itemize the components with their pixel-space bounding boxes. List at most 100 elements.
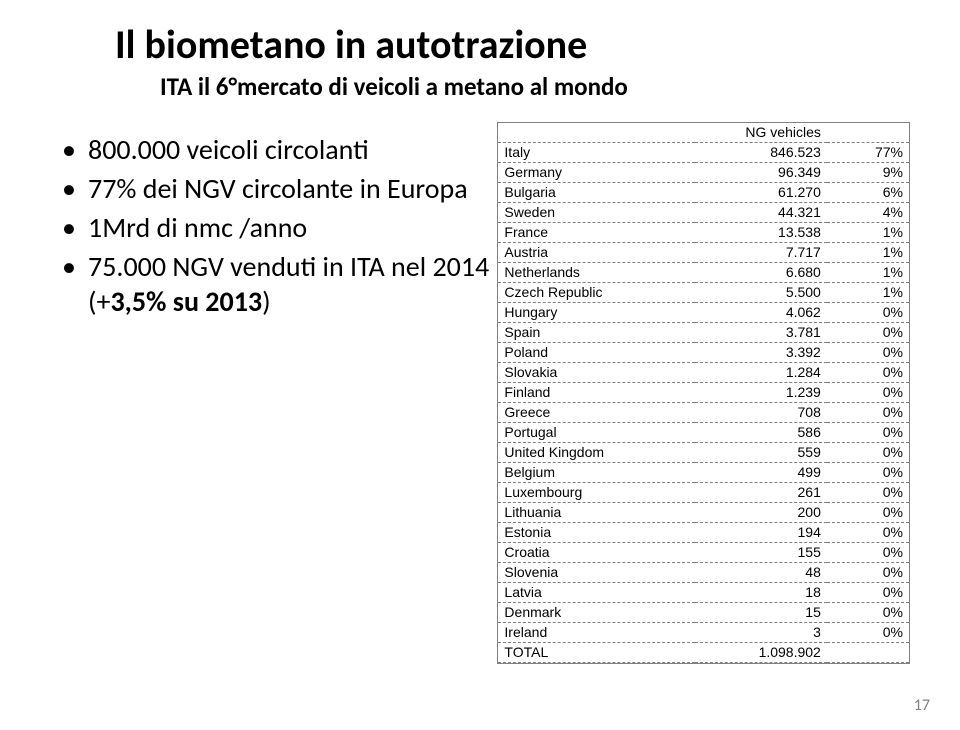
table-cell: 1% <box>827 283 909 303</box>
table-cell: 0% <box>827 403 909 423</box>
table-cell: 0% <box>827 363 909 383</box>
table-row: Sweden44.3214% <box>498 203 909 223</box>
table-row: Italy846.52377% <box>498 143 909 163</box>
table-cell: 3 <box>695 623 826 643</box>
bullet-item: 75.000 NGV venduti in ITA nel 2014 (+3,5… <box>60 249 497 319</box>
content-row: 800.000 veicoli circolanti 77% dei NGV c… <box>60 122 910 664</box>
bullet-ul: 800.000 veicoli circolanti 77% dei NGV c… <box>60 132 497 319</box>
table-cell: 155 <box>695 543 826 563</box>
ngv-table-wrap: NG vehicles Italy846.52377%Germany96.349… <box>497 122 910 664</box>
table-cell: 3.392 <box>695 343 826 363</box>
table-body: Italy846.52377%Germany96.3499%Bulgaria61… <box>498 143 909 663</box>
table-cell: 0% <box>827 603 909 623</box>
table-cell: Netherlands <box>498 263 695 283</box>
table-cell: 0% <box>827 323 909 343</box>
table-cell: Croatia <box>498 543 695 563</box>
table-cell: 18 <box>695 583 826 603</box>
table-row: Latvia180% <box>498 583 909 603</box>
table-cell: 77% <box>827 143 909 163</box>
table-row: Ireland30% <box>498 623 909 643</box>
table-cell: Estonia <box>498 523 695 543</box>
table-row: Luxembourg2610% <box>498 483 909 503</box>
table-cell: 0% <box>827 303 909 323</box>
table-row: Hungary4.0620% <box>498 303 909 323</box>
table-cell: United Kingdom <box>498 443 695 463</box>
table-cell: 1% <box>827 263 909 283</box>
bullet-item: 1Mrd di nmc /anno <box>60 210 497 245</box>
table-cell: 200 <box>695 503 826 523</box>
table-row: Denmark150% <box>498 603 909 623</box>
table-cell: Germany <box>498 163 695 183</box>
table-cell: France <box>498 223 695 243</box>
table-cell: Denmark <box>498 603 695 623</box>
table-cell: 586 <box>695 423 826 443</box>
table-cell: 0% <box>827 423 909 443</box>
bullet-list: 800.000 veicoli circolanti 77% dei NGV c… <box>60 122 497 323</box>
table-cell: Slovenia <box>498 563 695 583</box>
table-cell: 96.349 <box>695 163 826 183</box>
table-cell: 0% <box>827 563 909 583</box>
table-cell: 13.538 <box>695 223 826 243</box>
bullet-item: 800.000 veicoli circolanti <box>60 132 497 167</box>
table-row: Estonia1940% <box>498 523 909 543</box>
table-row: Belgium4990% <box>498 463 909 483</box>
table-cell: 6.680 <box>695 263 826 283</box>
bullet-item: 77% dei NGV circolante in Europa <box>60 171 497 206</box>
table-cell: 0% <box>827 523 909 543</box>
table-cell: Portugal <box>498 423 695 443</box>
slide-title: Il biometano in autotrazione <box>115 20 910 69</box>
table-cell: 0% <box>827 483 909 503</box>
table-row: Croatia1550% <box>498 543 909 563</box>
table-cell: 1% <box>827 243 909 263</box>
table-cell: 499 <box>695 463 826 483</box>
table-cell: Slovakia <box>498 363 695 383</box>
table-row: United Kingdom5590% <box>498 443 909 463</box>
table-row: Czech Republic5.5001% <box>498 283 909 303</box>
table-cell: 44.321 <box>695 203 826 223</box>
table-row: Slovenia480% <box>498 563 909 583</box>
table-cell: 194 <box>695 523 826 543</box>
table-cell: Sweden <box>498 203 695 223</box>
table-row: Austria7.7171% <box>498 243 909 263</box>
table-cell: 0% <box>827 543 909 563</box>
table-row: Portugal5860% <box>498 423 909 443</box>
table-cell: Italy <box>498 143 695 163</box>
table-cell: 1.239 <box>695 383 826 403</box>
table-cell: Hungary <box>498 303 695 323</box>
table-row: Bulgaria61.2706% <box>498 183 909 203</box>
table-cell: Finland <box>498 383 695 403</box>
table-cell: 0% <box>827 443 909 463</box>
table-cell: 5.500 <box>695 283 826 303</box>
table-cell: 3.781 <box>695 323 826 343</box>
table-cell: 4% <box>827 203 909 223</box>
table-cell: 1.098.902 <box>695 643 826 663</box>
table-cell: 0% <box>827 503 909 523</box>
table-cell: 0% <box>827 343 909 363</box>
table-cell: 559 <box>695 443 826 463</box>
table-cell: 6% <box>827 183 909 203</box>
table-cell: 15 <box>695 603 826 623</box>
table-row: Poland3.3920% <box>498 343 909 363</box>
table-row: Finland1.2390% <box>498 383 909 403</box>
table-row: Greece7080% <box>498 403 909 423</box>
table-cell: 7.717 <box>695 243 826 263</box>
table-cell: 48 <box>695 563 826 583</box>
table-cell: Greece <box>498 403 695 423</box>
table-cell: 708 <box>695 403 826 423</box>
table-row: Slovakia1.2840% <box>498 363 909 383</box>
table-cell: 9% <box>827 163 909 183</box>
table-cell: 261 <box>695 483 826 503</box>
table-row: Netherlands6.6801% <box>498 263 909 283</box>
table-cell <box>827 643 909 663</box>
table-cell: 1% <box>827 223 909 243</box>
table-cell: Latvia <box>498 583 695 603</box>
table-cell: 846.523 <box>695 143 826 163</box>
table-cell: 0% <box>827 463 909 483</box>
table-cell: Bulgaria <box>498 183 695 203</box>
table-cell: Belgium <box>498 463 695 483</box>
col-pct <box>827 123 909 143</box>
table-cell: TOTAL <box>498 643 695 663</box>
table-cell: 0% <box>827 383 909 403</box>
table-head: NG vehicles <box>498 123 909 143</box>
table-cell: Lithuania <box>498 503 695 523</box>
